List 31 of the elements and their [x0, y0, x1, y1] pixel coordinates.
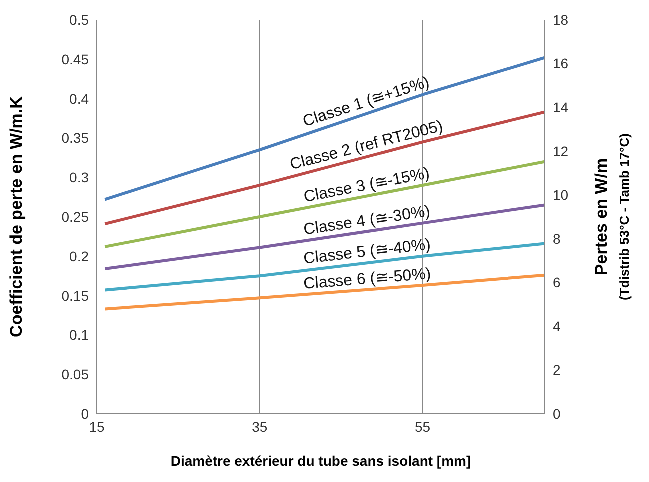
text: Classe 5 (≅-40%): [302, 236, 432, 268]
y-tick-label: 0.4: [70, 90, 90, 107]
y-tick-label: 0.45: [62, 51, 90, 68]
y2-tick-label: 6: [553, 274, 561, 291]
x-tick-label: 35: [252, 418, 268, 435]
y-tick-label: 0.15: [62, 288, 90, 304]
y2-tick-label: 4: [553, 318, 561, 334]
y2-tick-label: 18: [553, 12, 569, 28]
x-axis-title: Diamètre extérieur du tube sans isolant [mm]: [170, 453, 472, 469]
y-tick-label: 0: [81, 406, 90, 422]
y2-tick-label: 0: [553, 406, 561, 422]
y2-tick-label: 2: [553, 362, 561, 378]
text: Classe 4 (≅-30%): [302, 203, 432, 239]
y-tick-label: 0.2: [70, 248, 90, 264]
y2-tick-label: 14: [553, 100, 569, 116]
y2-tick-label: 16: [553, 56, 569, 72]
y-tick-label: 0.25: [62, 208, 90, 225]
y-axis-title: Coefficient de perte en W/m.K: [7, 96, 26, 338]
series-label: Classe 6 (≅-50%): [303, 266, 432, 294]
y2-axis-title: Pertes en W/m (Tdistrib 53°C - Tamb 17°C): [592, 134, 632, 300]
y2-tick-label: 12: [553, 143, 569, 160]
y-tick-label: 0.5: [70, 12, 90, 28]
line-series: [104, 56, 545, 202]
x-tick-label: 15: [89, 418, 105, 435]
y-tick-label: 0.1: [70, 327, 90, 344]
x-tick-label: 55: [415, 418, 431, 435]
y2-tick-label: 10: [553, 187, 569, 204]
y-tick-label: 0.35: [62, 130, 90, 146]
y-tick-label: 0.3: [70, 170, 90, 186]
y-tick-label: 0.05: [62, 366, 90, 383]
y2-tick-label: 8: [553, 230, 561, 247]
